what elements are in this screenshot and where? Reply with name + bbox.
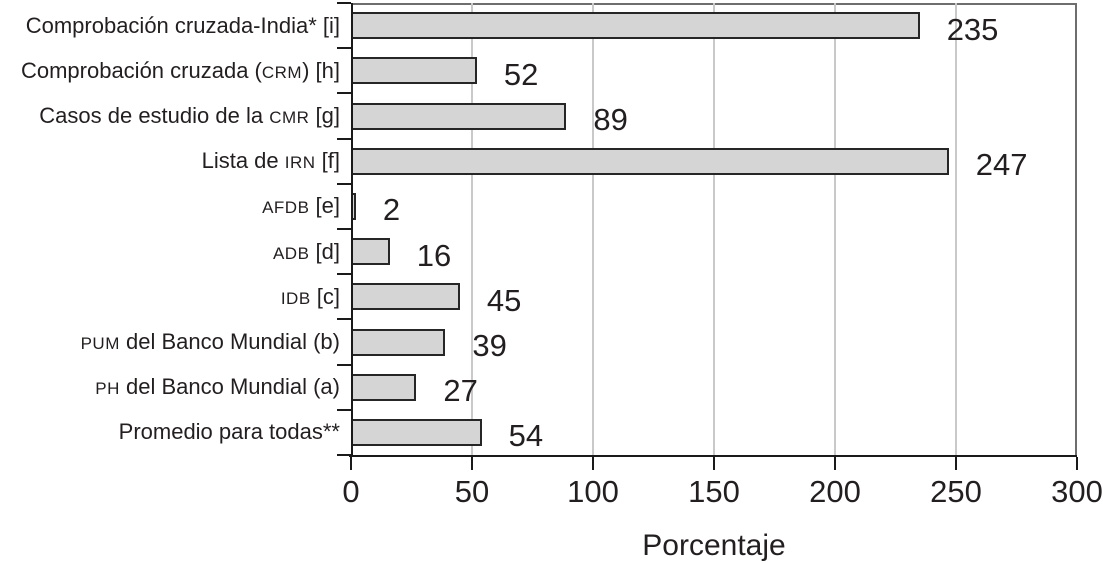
value-label-4: 2 <box>382 192 401 228</box>
x-tick-300 <box>1076 457 1078 470</box>
value-label-7: 39 <box>472 328 507 363</box>
value-label-6: 45 <box>486 282 522 318</box>
y-tick-5 <box>337 228 351 230</box>
category-label-2: Casos de estudio de la CMR [g] <box>39 103 340 128</box>
x-tick-label-50: 50 <box>454 474 490 509</box>
x-tick-250 <box>955 457 957 470</box>
x-tick-100 <box>592 457 594 470</box>
bar-9 <box>351 418 482 446</box>
category-label-8: PH del Banco Mundial (a) <box>95 374 340 400</box>
x-tick-label-200: 200 <box>809 474 861 509</box>
x-tick-label-300: 300 <box>1051 474 1103 509</box>
x-axis-line <box>349 455 1077 457</box>
bar-1 <box>351 57 477 85</box>
gridline-150 <box>713 3 715 455</box>
bar-0 <box>351 12 920 40</box>
gridline-250 <box>955 3 957 455</box>
value-label-8: 27 <box>443 373 478 409</box>
x-tick-0 <box>350 457 352 470</box>
y-axis-line <box>351 3 353 455</box>
x-tick-label-0: 0 <box>342 474 360 509</box>
gridline-200 <box>834 3 836 455</box>
gridline-50 <box>471 3 473 455</box>
x-tick-label-250: 250 <box>930 474 982 509</box>
y-tick-8 <box>337 363 351 366</box>
bar-3 <box>351 147 949 175</box>
value-label-2: 89 <box>593 102 628 137</box>
category-label-9: Promedio para todas** <box>118 419 340 445</box>
value-label-9: 54 <box>508 418 544 454</box>
y-tick-6 <box>337 273 351 276</box>
category-label-5: ADB [d] <box>272 238 340 264</box>
y-tick-7 <box>337 318 351 321</box>
x-axis-title: Porcentaje <box>642 529 786 562</box>
gridline-100 <box>592 3 594 455</box>
bar-8 <box>351 373 417 401</box>
y-tick-9 <box>337 408 351 411</box>
category-label-4: AFDB [e] <box>262 193 340 219</box>
x-tick-50 <box>471 457 473 470</box>
y-tick-0 <box>337 2 351 4</box>
category-label-1: Comprobación cruzada (CRM) [h] <box>20 57 340 83</box>
y-tick-2 <box>337 92 351 95</box>
category-label-0: Comprobación cruzada-India* [i] <box>25 12 340 38</box>
bar-5 <box>351 238 390 266</box>
y-tick-1 <box>337 47 351 50</box>
x-tick-150 <box>713 457 715 470</box>
bar-7 <box>351 328 446 356</box>
category-label-7: PUM del Banco Mundial (b) <box>80 329 340 354</box>
value-label-3: 247 <box>975 147 1028 183</box>
value-label-1: 52 <box>503 56 539 92</box>
x-tick-label-150: 150 <box>688 474 740 509</box>
y-tick-4 <box>337 182 351 185</box>
y-tick-10 <box>337 454 351 456</box>
x-tick-200 <box>834 457 836 470</box>
y-tick-3 <box>337 137 351 140</box>
category-label-3: Lista de IRN [f] <box>201 148 340 174</box>
x-tick-label-100: 100 <box>567 474 619 509</box>
value-label-0: 235 <box>946 11 999 47</box>
bar-6 <box>351 283 460 311</box>
category-label-6: IDB [c] <box>280 283 340 309</box>
value-label-5: 16 <box>416 237 452 273</box>
bar-2 <box>351 102 567 130</box>
category-labels: Comprobación cruzada-India* [i] Comprobac… <box>0 3 340 455</box>
